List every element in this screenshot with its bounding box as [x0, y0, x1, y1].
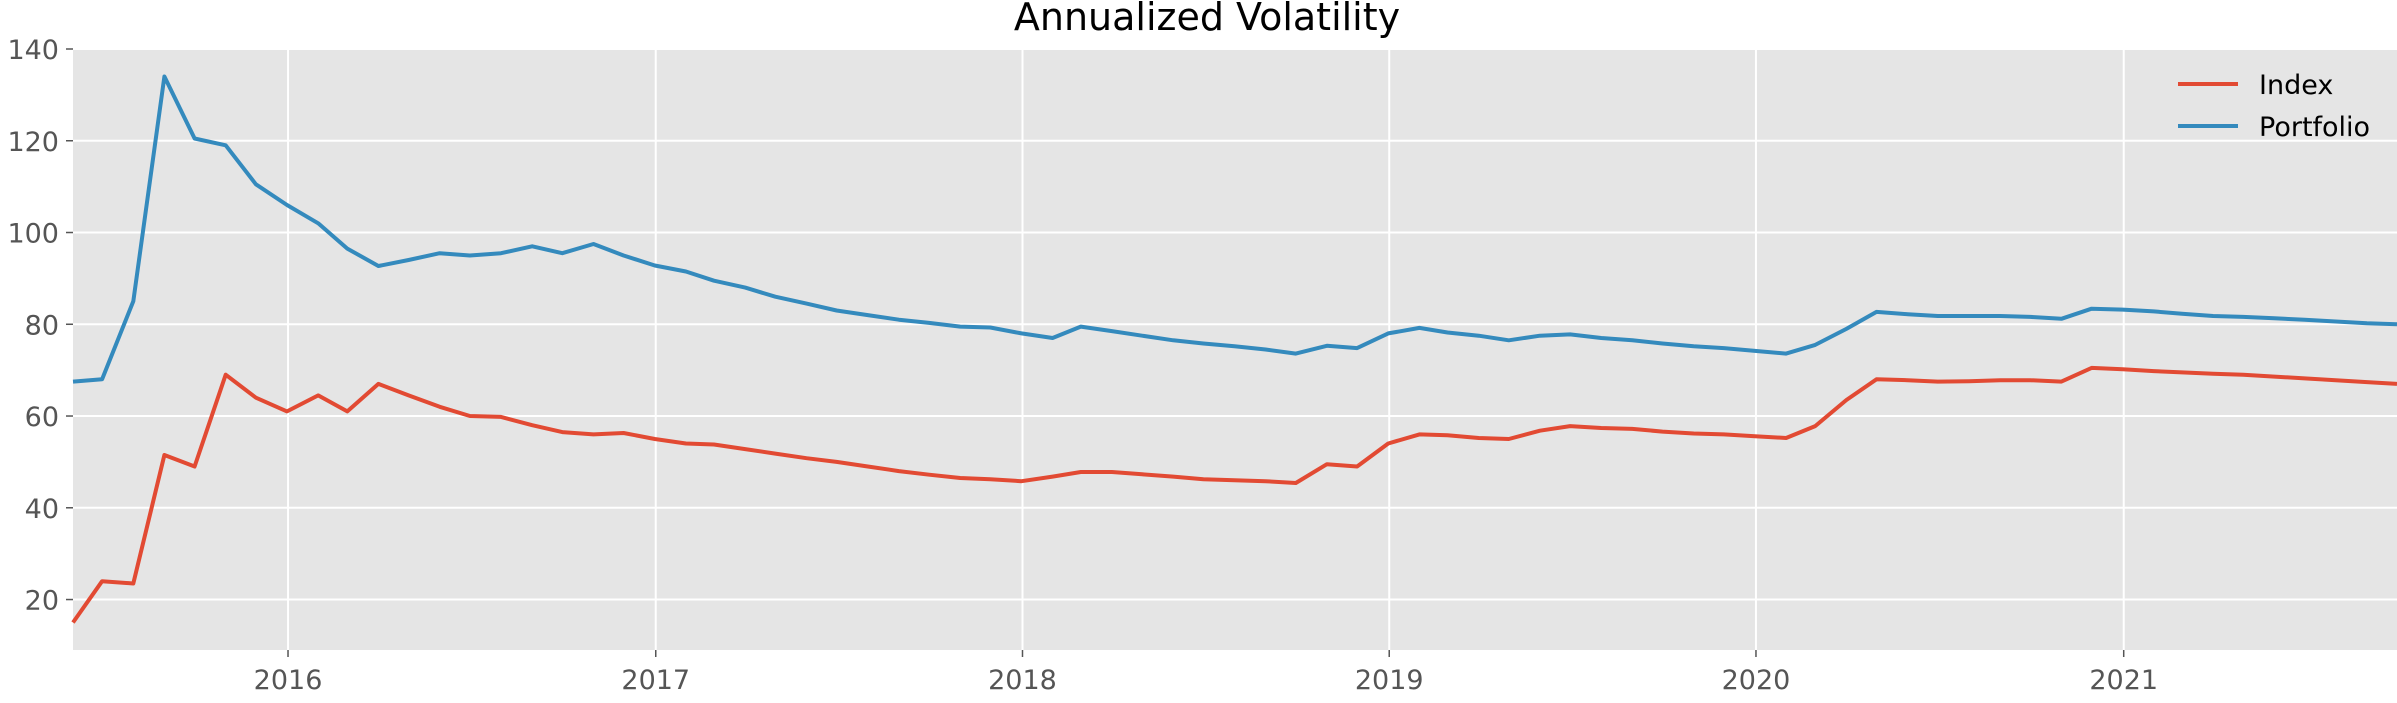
y-tick-label: 80: [25, 310, 59, 341]
chart-title: Annualized Volatility: [1014, 0, 1400, 39]
series-line-index: [71, 365, 2397, 624]
series-line-portfolio: [72, 74, 2397, 384]
x-tick-label: 2017: [621, 665, 690, 696]
y-tick-label: 120: [7, 127, 59, 158]
y-axis: 20 40 60 80 100 120 140: [7, 35, 73, 617]
x-axis: 2016 2017 2018 2019 2020 2021: [254, 650, 2158, 696]
legend-label-index: Index: [2259, 70, 2333, 101]
x-tick-label: 2018: [988, 665, 1057, 696]
legend-label-portfolio: Portfolio: [2259, 112, 2370, 143]
x-tick-label: 2021: [2089, 665, 2158, 696]
x-tick-label: 2019: [1355, 665, 1424, 696]
y-tick-label: 100: [7, 219, 59, 250]
x-tick-label: 2016: [254, 665, 323, 696]
x-tick-label: 2020: [1722, 665, 1791, 696]
y-tick-label: 60: [25, 402, 59, 433]
y-tick-label: 40: [25, 494, 59, 525]
y-tick-label: 20: [25, 586, 59, 617]
plot-area: [73, 49, 2397, 650]
gridlines: [73, 48, 2397, 650]
y-tick-label: 140: [7, 35, 59, 66]
legend: Index Portfolio: [2178, 70, 2370, 143]
series-lines: [71, 74, 2397, 624]
